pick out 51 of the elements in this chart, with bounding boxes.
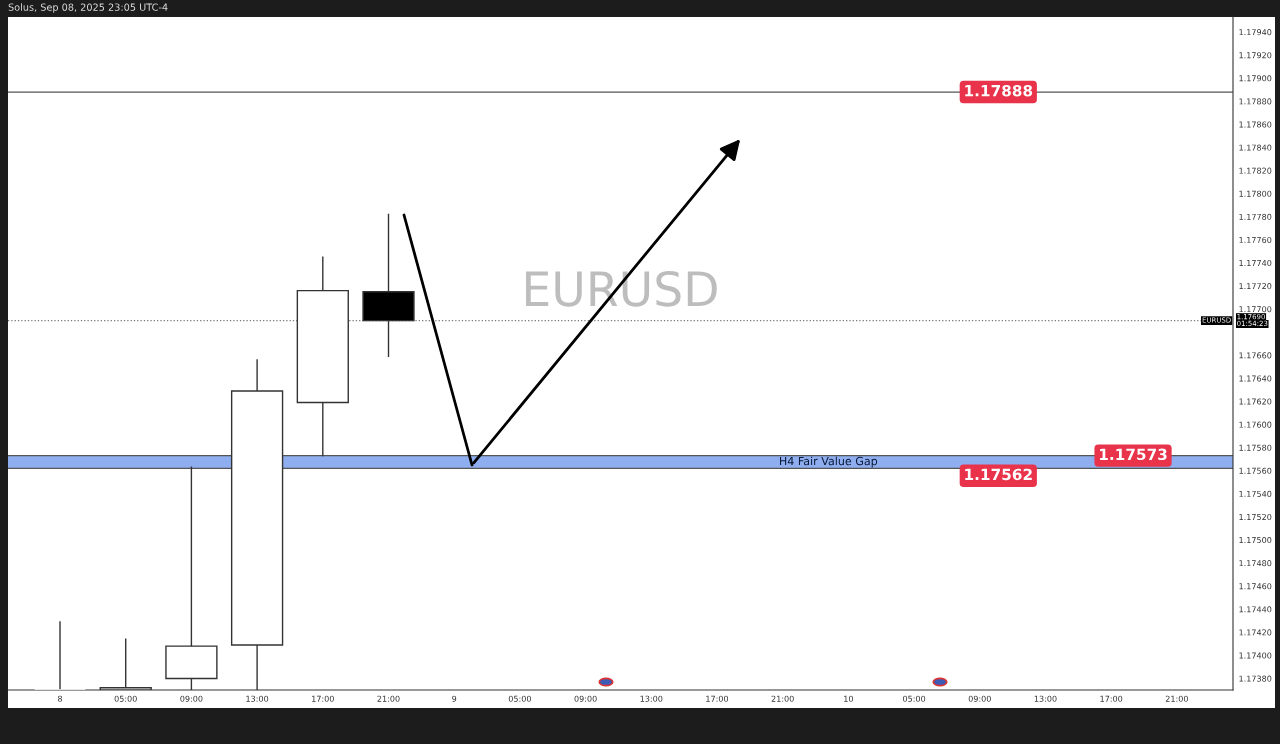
x-tick-label: 13:00 bbox=[1034, 695, 1057, 702]
y-tick-label: 1.17420 bbox=[1239, 629, 1272, 636]
chart-title: Solus, Sep 08, 2025 23:05 UTC-4 bbox=[8, 3, 168, 13]
y-tick-label: 1.17720 bbox=[1239, 283, 1272, 290]
x-tick-label: 17:00 bbox=[1100, 695, 1123, 702]
y-tick-label: 1.17920 bbox=[1239, 52, 1272, 59]
x-tick-label: 09:00 bbox=[968, 695, 991, 702]
y-tick-label: 1.17380 bbox=[1239, 675, 1272, 682]
y-tick-label: 1.17520 bbox=[1239, 513, 1272, 521]
ref-line-label: 1.17888 bbox=[965, 84, 1033, 97]
x-tick-label: 17:00 bbox=[312, 695, 334, 702]
y-tick-label: 1.17640 bbox=[1239, 375, 1272, 382]
y-tick-label: 1.17740 bbox=[1239, 259, 1272, 267]
y-tick-label: 1.17800 bbox=[1239, 190, 1272, 197]
y-tick-label: 1.17700 bbox=[1239, 306, 1272, 313]
x-tick-label: 05:00 bbox=[114, 695, 137, 702]
x-tick-label: 21:00 bbox=[377, 695, 400, 702]
x-tick-label: 05:00 bbox=[508, 695, 531, 702]
y-tick-label: 1.17820 bbox=[1239, 167, 1272, 174]
ref-line-label: 1.17562 bbox=[965, 468, 1032, 481]
y-tick-label: 1.17560 bbox=[1239, 467, 1272, 474]
y-tick-label: 1.17620 bbox=[1239, 398, 1272, 405]
x-tick-label: 13:00 bbox=[640, 695, 663, 702]
x-tick-label: 8 bbox=[57, 695, 63, 702]
x-tick-label: 21:00 bbox=[1165, 695, 1188, 702]
y-tick-label: 1.17760 bbox=[1239, 236, 1272, 243]
x-tick-label: 17:00 bbox=[706, 695, 729, 702]
y-tick-label: 1.17400 bbox=[1239, 652, 1272, 659]
x-tick-label: 10 bbox=[844, 695, 853, 702]
band-label: H4 Fair Value Gap bbox=[779, 456, 878, 468]
x-tick-label: 05:00 bbox=[903, 695, 926, 702]
y-tick-label: 1.17840 bbox=[1239, 144, 1272, 151]
y-tick-label: 1.17900 bbox=[1239, 75, 1272, 82]
y-tick-label: 1.17500 bbox=[1239, 537, 1272, 544]
x-tick-label: 21:00 bbox=[771, 695, 794, 702]
y-tick-label: 1.17460 bbox=[1239, 583, 1272, 590]
y-tick-label: 1.17660 bbox=[1239, 352, 1272, 359]
y-tick-label: 1.17540 bbox=[1239, 490, 1272, 497]
y-tick-label: 1.17600 bbox=[1239, 421, 1272, 428]
y-tick-label: 1.17580 bbox=[1239, 444, 1272, 451]
y-tick-label: 1.17860 bbox=[1239, 121, 1272, 128]
x-tick-label: 09:00 bbox=[180, 695, 203, 702]
y-tick-label: 1.17480 bbox=[1239, 560, 1272, 567]
x-tick-label: 09:00 bbox=[574, 695, 597, 702]
y-tick-label: 1.17780 bbox=[1239, 213, 1272, 220]
y-tick-label: 1.17940 bbox=[1239, 29, 1272, 36]
ref-line-label: 1.17573 bbox=[1099, 448, 1167, 461]
x-tick-label: 13:00 bbox=[246, 695, 269, 702]
y-tick-label: 1.17440 bbox=[1239, 606, 1272, 613]
y-tick-label: 1.17880 bbox=[1239, 98, 1272, 105]
x-tick-label: 9 bbox=[452, 695, 457, 702]
